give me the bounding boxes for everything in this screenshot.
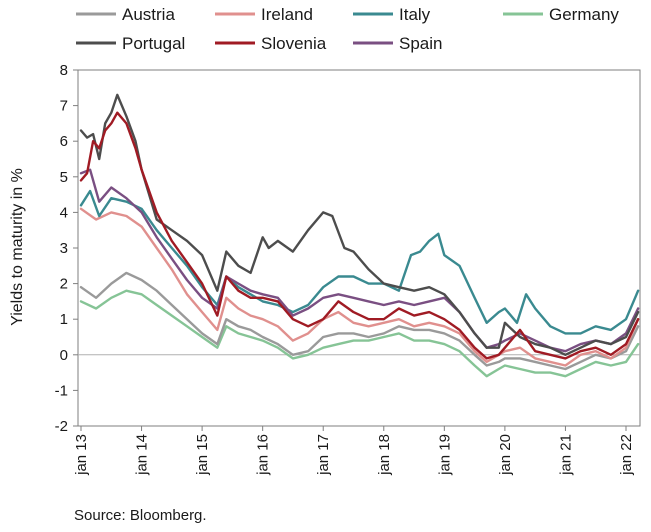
legend-label-ireland: Ireland [261, 5, 313, 24]
y-tick-label: -1 [55, 382, 68, 399]
series-line-germany [79, 289, 640, 378]
x-tick-label: jan 13 [73, 434, 90, 476]
legend-label-spain: Spain [399, 34, 442, 53]
series-line-portugal [79, 93, 640, 356]
x-tick-label: jan 21 [557, 434, 574, 476]
legend-label-slovenia: Slovenia [261, 34, 327, 53]
series-line-spain [79, 168, 640, 353]
chart-axes: -2 -1 0 1 2 3 4 5 6 7 8 jan 13 jan 14 jan 15 jan 16 jan… [55, 62, 641, 476]
y-tick-label: 5 [60, 169, 68, 186]
y-tick-label: 6 [60, 133, 68, 150]
y-tick-label: 8 [60, 62, 68, 79]
source-note: Source: Bloomberg. [74, 507, 207, 524]
chart-legend: Austria Ireland Italy Germany Portugal Sloven… [76, 5, 619, 53]
x-tick-label: jan 20 [497, 434, 514, 476]
x-tick-label: jan 14 [134, 434, 151, 476]
series-line-slovenia [79, 111, 640, 360]
x-tick-label: jan 19 [436, 434, 453, 476]
x-tick-label: jan 15 [194, 434, 211, 476]
series-line-austria [79, 271, 640, 371]
series-line-italy [79, 189, 640, 335]
x-tick-label: jan 17 [315, 434, 332, 476]
y-tick-label: 7 [60, 98, 68, 115]
legend-label-italy: Italy [399, 5, 431, 24]
y-tick-label: 1 [60, 311, 68, 328]
y-tick-label: -2 [55, 418, 68, 435]
x-tick-label: jan 16 [255, 434, 272, 476]
y-tick-label: 0 [60, 347, 68, 364]
chart-series [79, 93, 640, 378]
y-tick-label: 3 [60, 240, 68, 257]
y-tick-label: 2 [60, 276, 68, 293]
y-axis-title: Yields to maturity in % [9, 168, 26, 326]
legend-label-germany: Germany [549, 5, 619, 24]
x-tick-label: jan 18 [376, 434, 393, 476]
legend-label-austria: Austria [122, 5, 175, 24]
series-line-ireland [79, 207, 640, 367]
plot-frame [77, 69, 641, 427]
legend-label-portugal: Portugal [122, 34, 185, 53]
y-tick-label: 4 [60, 204, 68, 221]
x-tick-label: jan 22 [618, 434, 635, 476]
